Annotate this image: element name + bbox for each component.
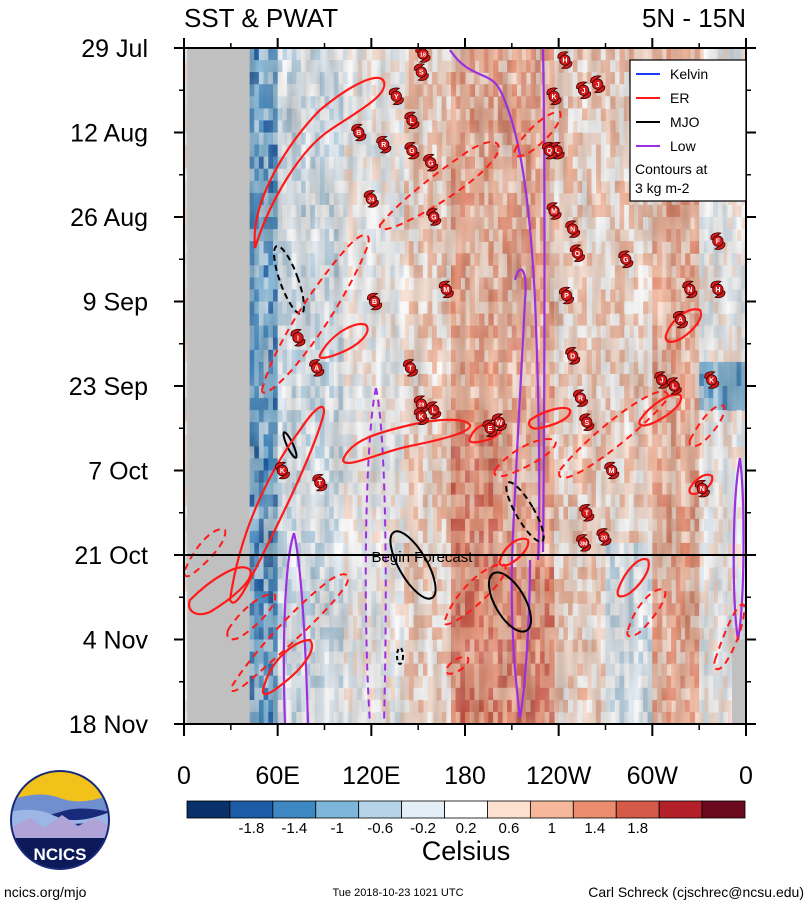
chart-title-right: 5N - 15N [642,3,746,33]
chart-title-left: SST & PWAT [184,3,338,33]
